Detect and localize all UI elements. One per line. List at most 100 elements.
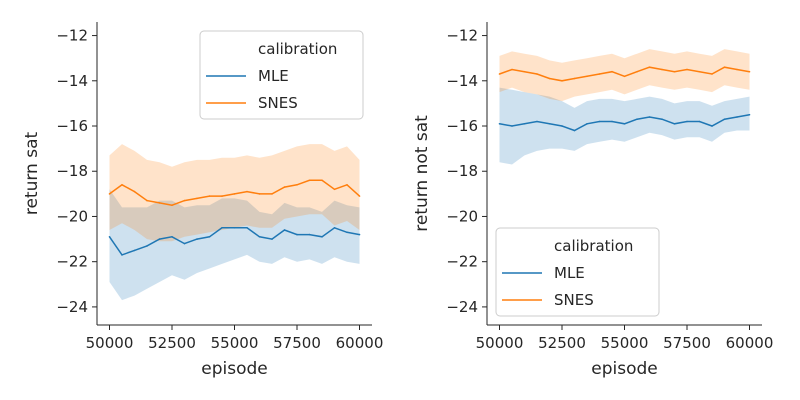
chart-panel-1: −24 −22 −20 −18 −16 −14 −12 50000 52500 55000 5750… [22, 22, 383, 379]
data-point-mle [346, 231, 348, 234]
data-point-mle [648, 116, 651, 118]
data-point-snes [748, 70, 751, 73]
y-tick-label: −22 [56, 253, 88, 271]
y-tick-label: −16 [56, 117, 88, 135]
data-point-snes [598, 73, 601, 75]
x-tick-label: 60000 [726, 334, 774, 352]
data-point-mle [623, 123, 626, 125]
data-point-mle [158, 238, 161, 240]
y-axis-label: return not sat [412, 115, 432, 232]
y-axis-label: return sat [22, 132, 42, 216]
x-tick-label: 55000 [601, 334, 649, 352]
data-point-snes [736, 68, 738, 71]
data-point-mle [121, 254, 123, 256]
data-point-snes [121, 184, 123, 186]
y-tick-label: −14 [446, 72, 478, 90]
data-point-mle [548, 123, 551, 125]
data-point-mle [686, 120, 688, 123]
legend-title: calibration [258, 40, 337, 58]
data-point-snes [723, 66, 726, 68]
x-axis-label: episode [591, 359, 657, 379]
data-point-snes [686, 68, 688, 71]
data-point-snes [208, 195, 211, 197]
legend-label-snes: SNES [258, 94, 298, 112]
data-point-mle [196, 238, 198, 240]
y-tick-label: −22 [446, 253, 478, 271]
data-point-snes [196, 197, 198, 200]
y-tick-label: −20 [56, 207, 88, 225]
data-point-snes [561, 80, 563, 82]
data-point-mle [146, 245, 148, 247]
data-point-snes [258, 193, 261, 195]
data-point-mle [661, 118, 663, 120]
legend-box [199, 30, 364, 120]
data-point-snes [221, 195, 223, 197]
confidence-band-snes [109, 144, 360, 242]
legend-label-mle: MLE [258, 67, 289, 85]
data-point-mle [523, 123, 526, 125]
data-point-mle [321, 236, 323, 238]
legend: calibration MLE SNES [199, 30, 364, 120]
data-point-mle [536, 120, 538, 123]
confidence-band-mle [109, 189, 360, 301]
data-point-mle [333, 227, 336, 229]
data-point-mle [171, 236, 173, 238]
chart-panel-2: −24 −22 −20 −18 −16 −14 −12 50000 52500 55000 5750… [412, 22, 773, 379]
legend-label-snes: SNES [554, 291, 594, 309]
data-point-snes [711, 73, 713, 75]
x-tick-label: 55000 [211, 334, 259, 352]
data-point-mle [673, 123, 676, 125]
y-tick-label: −14 [56, 72, 88, 90]
data-point-mle [573, 129, 576, 132]
data-point-mle [271, 238, 273, 240]
x-axis-label: episode [201, 359, 267, 379]
data-point-mle [108, 236, 111, 238]
data-point-snes [171, 204, 173, 206]
data-point-mle [258, 236, 261, 238]
x-tick-label: 52500 [538, 334, 586, 352]
data-point-mle [183, 242, 186, 245]
y-tick-label: −12 [56, 27, 88, 45]
data-point-snes [573, 77, 576, 80]
data-point-snes [536, 73, 538, 75]
confidence-band-mle [499, 87, 750, 165]
y-tick-label: −20 [446, 207, 478, 225]
data-point-mle [246, 227, 248, 229]
data-point-snes [511, 68, 513, 71]
legend: calibration MLE SNES [495, 227, 660, 317]
data-point-mle [283, 229, 286, 231]
x-tick-label: 50000 [476, 334, 524, 352]
data-point-snes [661, 68, 663, 71]
data-point-snes [358, 195, 361, 197]
data-point-snes [283, 186, 286, 188]
data-point-mle [511, 125, 513, 127]
data-point-snes [233, 193, 236, 195]
data-point-snes [611, 70, 613, 73]
x-tick-label: 57500 [273, 334, 321, 352]
data-point-snes [183, 199, 186, 202]
data-point-mle [133, 249, 136, 252]
y-tick-label: −24 [446, 298, 478, 316]
data-point-mle [736, 116, 738, 118]
y-tick-label: −24 [56, 298, 88, 316]
data-point-snes [108, 193, 111, 195]
data-point-snes [271, 193, 273, 195]
data-point-mle [221, 227, 223, 229]
data-point-mle [723, 118, 726, 120]
y-tick-label: −12 [446, 27, 478, 45]
data-point-snes [498, 73, 501, 75]
data-point-snes [548, 77, 551, 80]
data-point-snes [648, 66, 651, 68]
legend-box [495, 227, 660, 317]
data-point-snes [673, 70, 676, 73]
data-point-mle [208, 236, 211, 238]
data-point-snes [586, 75, 588, 78]
data-point-snes [623, 75, 626, 78]
x-tick-label: 57500 [663, 334, 711, 352]
data-point-snes [321, 179, 323, 182]
data-point-snes [158, 202, 161, 204]
data-point-snes [246, 190, 248, 193]
data-point-mle [561, 125, 563, 127]
data-point-mle [296, 233, 298, 236]
